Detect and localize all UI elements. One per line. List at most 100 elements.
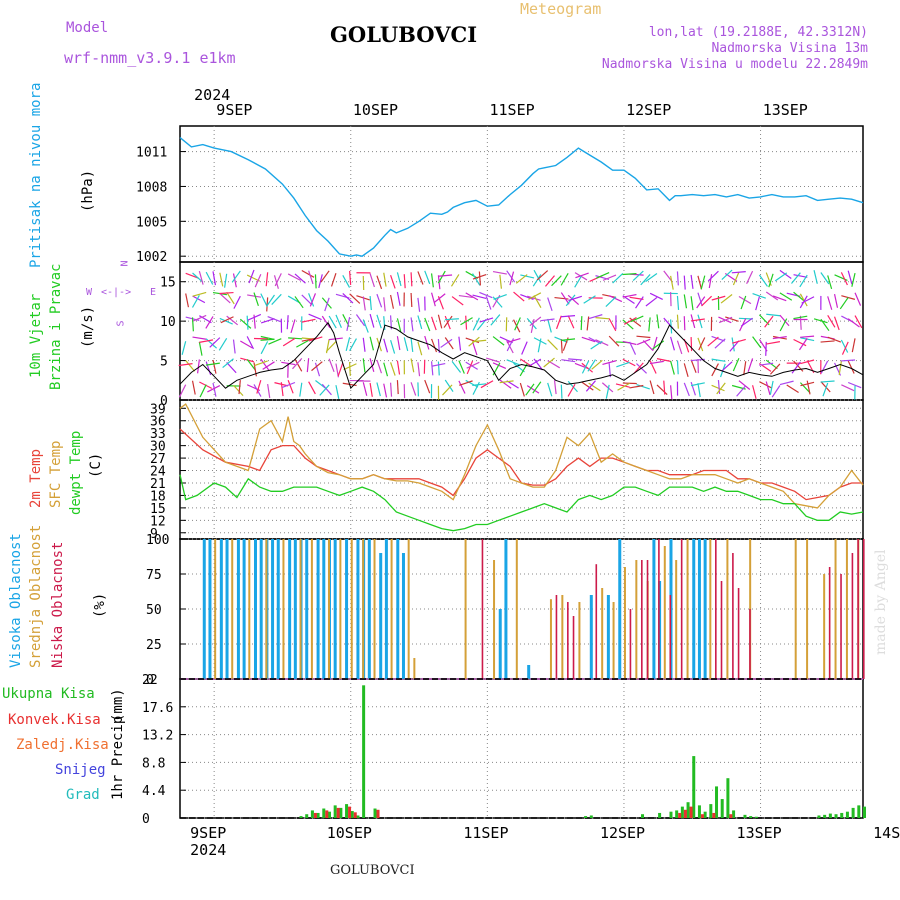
wind-barb	[233, 295, 241, 309]
wind-barb	[690, 318, 705, 322]
wind-barb	[779, 318, 788, 332]
wind-barb	[248, 269, 255, 284]
wind-barb	[246, 315, 249, 330]
wind-barb	[547, 339, 558, 351]
wind-barb	[369, 313, 375, 328]
wind-barb	[801, 296, 815, 304]
precip-conv-bar	[353, 812, 357, 818]
wind-barb	[376, 293, 383, 308]
precip-total-bar	[840, 812, 844, 818]
cloud-mid-bar	[726, 539, 729, 679]
wind-barb	[362, 319, 369, 333]
precip-tick-label: 22	[142, 673, 158, 688]
cloud-mid-bar	[675, 560, 678, 679]
legend-conv-rain: Konvek.Kisa	[8, 712, 101, 728]
cloud-mid-bar	[823, 574, 826, 679]
wind-tick-label: 0	[160, 394, 168, 409]
wind-barb	[676, 340, 683, 355]
precip-tick-label: 0	[142, 812, 150, 827]
wind-barb	[178, 363, 193, 367]
wind-barb	[424, 379, 431, 394]
precip-conv-bar	[376, 809, 380, 818]
wind-barb	[430, 292, 436, 307]
wind-barb	[581, 362, 593, 373]
wind-barb	[561, 338, 576, 341]
wind-barb	[670, 385, 673, 400]
compass-e: E	[150, 287, 157, 298]
precip-total-bar	[675, 810, 679, 818]
wind-barb	[623, 316, 637, 325]
wind-barb	[560, 272, 569, 286]
precip-total-bar	[828, 813, 832, 818]
wind-barb	[568, 358, 583, 361]
wind-barb	[676, 314, 679, 329]
wind-barb	[191, 380, 196, 395]
cloud-mid-bar	[686, 539, 689, 679]
wind-barb	[747, 358, 754, 372]
precip-total-bar	[345, 804, 349, 818]
wind-barb	[383, 383, 388, 398]
legend-hail: Grad	[66, 787, 100, 803]
wind-barb	[321, 383, 332, 396]
pressure-tick-label: 1011	[136, 146, 167, 161]
wind-barb	[349, 270, 352, 285]
wind-barb	[197, 359, 200, 374]
wind-barb	[506, 270, 516, 283]
cloud-mid-bar	[709, 539, 712, 679]
wind-barb	[191, 295, 200, 308]
wind-barb	[769, 363, 781, 375]
wind-barb	[847, 318, 860, 328]
wind-barb	[553, 380, 557, 395]
wind-barb	[791, 361, 801, 374]
wind-barb	[755, 296, 760, 311]
wind-barb	[841, 359, 856, 362]
wind-barb	[465, 379, 479, 388]
wind-barb	[444, 337, 454, 350]
wind-barb	[656, 314, 660, 329]
legend-frozen-rain: Zaledj.Kisa	[16, 737, 109, 753]
wind-barb	[492, 270, 507, 275]
wind-barb	[343, 363, 357, 371]
wind-barb	[308, 270, 314, 285]
cloud-low-bar	[567, 602, 569, 679]
cloud-low-bar	[572, 616, 575, 679]
wind-barb	[472, 383, 487, 386]
cloud-mid-bar	[282, 539, 285, 679]
wind-barb	[746, 270, 754, 285]
wind-barb	[615, 383, 630, 388]
wind-barb	[683, 294, 688, 309]
footer-location: GOLUBOVCI	[330, 863, 415, 878]
wind-barb	[301, 269, 315, 278]
precip-total-bar	[817, 815, 821, 818]
wind-barb	[390, 294, 395, 309]
wind-barb	[417, 297, 421, 312]
wind-barb	[466, 360, 474, 375]
wind-barb	[540, 318, 555, 322]
wind-barb	[232, 273, 237, 288]
temp-tick-label: 18	[150, 489, 166, 504]
cloud-high-bar	[276, 539, 280, 679]
temp-tick-label: 21	[150, 477, 166, 492]
cloud-mid-bar	[464, 539, 467, 679]
cloud-low-bar	[646, 560, 649, 679]
precip-total-bar	[749, 816, 753, 818]
wind-barb	[224, 273, 228, 288]
wind-barb	[791, 272, 801, 284]
wind-barb	[192, 291, 207, 297]
wind-barb	[294, 296, 304, 309]
wind-barb	[515, 274, 528, 284]
precip-total-bar	[669, 811, 673, 818]
wind-barb	[543, 357, 555, 368]
wind-barb	[690, 359, 697, 373]
wind-barb	[490, 314, 501, 326]
wind-barb	[532, 381, 542, 394]
precip-total-bar	[658, 812, 662, 818]
precip-conv-bar	[700, 814, 704, 818]
wind-barb	[752, 336, 762, 349]
precip-total-bar	[339, 807, 343, 818]
wind-barb	[583, 295, 596, 304]
precip-tick-label: 13.2	[142, 729, 173, 744]
precip-total-bar	[356, 815, 360, 818]
wind-barb	[306, 358, 310, 373]
wind-barb	[465, 315, 468, 330]
